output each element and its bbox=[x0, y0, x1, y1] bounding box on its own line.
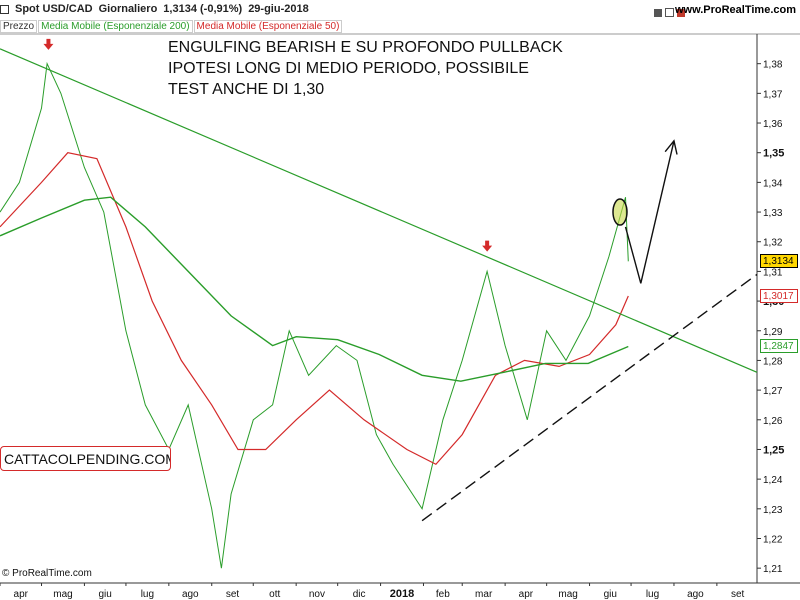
x-tick-label: set bbox=[226, 589, 240, 600]
ema200-line bbox=[0, 196, 629, 382]
price-tag-last: 1,3134 bbox=[760, 254, 798, 269]
close-icon[interactable] bbox=[677, 9, 685, 17]
y-tick-label: 1,36 bbox=[763, 119, 783, 130]
indicator-ema200[interactable]: Media Mobile (Esponenziale 200) bbox=[38, 20, 193, 33]
trendline-up-dashed bbox=[421, 273, 758, 522]
y-tick-label: 1,37 bbox=[763, 89, 783, 100]
y-tick-label: 1,27 bbox=[763, 386, 783, 397]
projection-arrow bbox=[624, 140, 675, 284]
window-buttons bbox=[654, 4, 688, 22]
trendline-down bbox=[0, 48, 758, 373]
down-arrow-top-icon bbox=[43, 38, 54, 50]
x-tick-label: set bbox=[731, 589, 745, 600]
x-tick-label: ott bbox=[269, 589, 280, 600]
x-tick-label: 2018 bbox=[390, 588, 414, 600]
x-tick-label: feb bbox=[436, 589, 450, 600]
chart-header: Spot USD/CAD Giornaliero 1,3134 (-0,91%) 29… bbox=[0, 3, 315, 15]
annotation-line: TEST ANCHE DI 1,30 bbox=[168, 81, 325, 98]
price-tag-ema200: 1,2847 bbox=[760, 339, 798, 354]
indicator-ema50[interactable]: Media Mobile (Esponenziale 50) bbox=[193, 20, 343, 33]
window-menu-icon[interactable] bbox=[0, 4, 9, 14]
indicator-price[interactable]: Prezzo bbox=[0, 20, 38, 33]
y-tick-label: 1,29 bbox=[763, 327, 783, 338]
y-tick-label: 1,34 bbox=[763, 178, 783, 189]
price-line bbox=[0, 61, 629, 569]
annotation-text: ENGULFING BEARISH E SU PROFONDO PULLBACK… bbox=[168, 37, 563, 100]
x-tick-label: giu bbox=[604, 589, 617, 600]
maximize-icon[interactable] bbox=[665, 8, 674, 17]
annotation-line: IPOTESI LONG DI MEDIO PERIODO, POSSIBILE bbox=[168, 60, 529, 77]
x-tick-label: mar bbox=[475, 589, 493, 600]
x-tick-label: nov bbox=[309, 589, 325, 600]
y-tick-label: 1,22 bbox=[763, 534, 783, 545]
y-tick-label: 1,26 bbox=[763, 416, 783, 427]
watermark-box: CATTACOLPENDING.COM bbox=[0, 446, 171, 471]
price-tag-ema50: 1,3017 bbox=[760, 289, 798, 304]
down-arrow-mar-icon bbox=[482, 240, 493, 252]
period-label: Giornaliero bbox=[98, 3, 158, 15]
minimize-icon[interactable] bbox=[654, 9, 662, 17]
date-label: 29-giu-2018 bbox=[248, 3, 309, 15]
y-tick-label: 1,35 bbox=[763, 148, 784, 160]
symbol-label: Spot USD/CAD bbox=[15, 3, 93, 15]
quote-label: 1,3134 (-0,91%) bbox=[163, 3, 243, 15]
indicator-legend: Prezzo Media Mobile (Esponenziale 200) Med… bbox=[0, 20, 343, 33]
y-tick-label: 1,38 bbox=[763, 60, 783, 71]
x-tick-label: mag bbox=[558, 589, 577, 600]
y-tick-label: 1,21 bbox=[763, 564, 783, 575]
x-tick-label: ago bbox=[687, 589, 704, 600]
y-tick-label: 1,24 bbox=[763, 475, 783, 486]
site-label: www.ProRealTime.com bbox=[674, 4, 796, 16]
x-tick-label: ago bbox=[182, 589, 199, 600]
y-tick-label: 1,32 bbox=[763, 238, 783, 249]
x-tick-label: lug bbox=[141, 589, 154, 600]
y-tick-label: 1,33 bbox=[763, 208, 783, 219]
engulfing-ellipse bbox=[612, 198, 628, 226]
x-tick-label: mag bbox=[53, 589, 72, 600]
projection-arrowhead bbox=[664, 139, 678, 155]
y-tick-label: 1,25 bbox=[763, 444, 784, 456]
copyright-label: © ProRealTime.com bbox=[2, 568, 92, 579]
x-tick-label: apr bbox=[14, 589, 29, 600]
annotation-line: ENGULFING BEARISH E SU PROFONDO PULLBACK bbox=[168, 39, 563, 56]
x-tick-label: apr bbox=[519, 589, 534, 600]
x-tick-label: giu bbox=[98, 589, 111, 600]
x-tick-label: dic bbox=[353, 589, 366, 600]
ema50-line bbox=[0, 152, 629, 466]
y-tick-label: 1,28 bbox=[763, 356, 783, 367]
x-tick-label: lug bbox=[646, 589, 659, 600]
y-tick-label: 1,31 bbox=[763, 267, 783, 278]
y-tick-label: 1,23 bbox=[763, 505, 783, 516]
